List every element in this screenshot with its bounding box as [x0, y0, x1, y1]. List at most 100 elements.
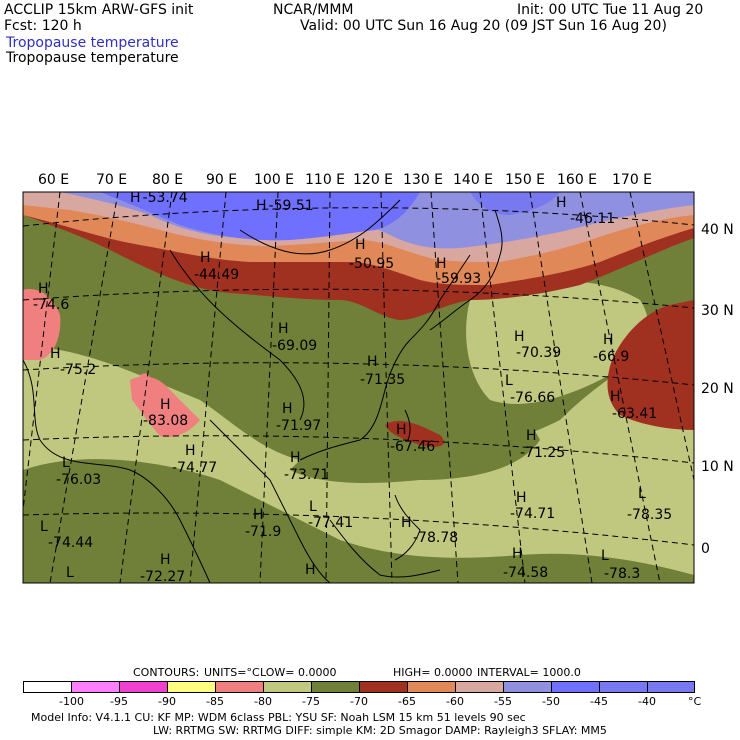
- lat-label: 40 N: [701, 222, 734, 238]
- grid-line: [579, 192, 661, 583]
- colorbar-swatch: [311, 681, 360, 693]
- grid-line: [529, 192, 593, 583]
- model-info-line1: Model Info: V4.1.1 CU: KF MP: WDM 6class…: [31, 711, 526, 724]
- grid-line: [23, 362, 694, 386]
- field-minus80: [23, 289, 61, 360]
- colorbar-swatch: [359, 681, 408, 693]
- extreme-label: H: [305, 562, 316, 578]
- contours-label: CONTOURS:: [133, 666, 200, 679]
- extreme-value: -77.41: [308, 515, 354, 531]
- model-title: ACCLIP 15km ARW-GFS init: [4, 2, 194, 18]
- field-minus75: [466, 281, 648, 404]
- colorbar-swatch: [455, 681, 504, 693]
- field-title-color: Tropopause temperature: [6, 35, 179, 51]
- grid-line: [629, 192, 694, 481]
- extreme-label: H: [185, 443, 196, 459]
- extreme-value: -71.35: [360, 372, 406, 388]
- extreme-value: -46.11: [570, 211, 616, 227]
- colorbar-tick: -50: [542, 695, 560, 708]
- extreme-label: H: [50, 346, 61, 362]
- field-minus65: [607, 300, 694, 430]
- colorbar-swatch: [551, 681, 600, 693]
- extreme-value: -71.9: [245, 524, 282, 540]
- colorbar-tick: -95: [110, 695, 128, 708]
- coastline: [299, 254, 471, 461]
- colorbar-tick: -40: [638, 695, 656, 708]
- extreme-value: -76.03: [56, 472, 102, 488]
- lat-label: 10 N: [701, 459, 734, 475]
- extreme-label: L: [309, 499, 317, 515]
- extreme-label: L: [40, 519, 48, 535]
- extreme-label: H: [396, 422, 407, 438]
- colorbar-tick: -45: [590, 695, 608, 708]
- graticule: [23, 192, 694, 583]
- model-info-line2: LW: RRTMG SW: RRTMG DIFF: simple KM: 2D …: [153, 724, 607, 737]
- extreme-label: H: [290, 450, 301, 466]
- field-minus40: [470, 192, 560, 215]
- grid-line: [23, 288, 694, 309]
- forecast-hour: Fcst: 120 h: [4, 18, 82, 34]
- extreme-label: H: [516, 490, 527, 506]
- lon-label: 170 E: [612, 172, 653, 188]
- extreme-label: H: [401, 515, 412, 531]
- init-time: Init: 00 UTC Tue 11 Aug 20: [517, 2, 704, 18]
- extreme-label: H: [253, 507, 264, 523]
- colorbar-swatch: [407, 681, 456, 693]
- extreme-value: -72.27: [140, 569, 186, 585]
- colorbar-tick: -80: [254, 695, 272, 708]
- contours-units: UNITS=°C: [204, 666, 260, 679]
- extreme-value: -74.71: [510, 506, 556, 522]
- grid-line: [380, 192, 393, 583]
- extreme-label: H: [278, 321, 289, 337]
- colorbar-unit: °C: [688, 695, 702, 708]
- grid-line: [49, 192, 119, 583]
- extreme-value: -67.46: [390, 439, 436, 455]
- grid-line: [119, 192, 173, 583]
- colorbar-tick: -60: [446, 695, 464, 708]
- colorbar-tick: -70: [350, 695, 368, 708]
- extreme-label: H: [282, 401, 293, 417]
- contours-low: LOW= 0.0000: [260, 666, 337, 679]
- contours-interval: INTERVAL= 1000.0: [477, 666, 581, 679]
- colorbar-tick: -100: [59, 695, 84, 708]
- extreme-value: -74.77: [172, 460, 218, 476]
- extreme-label: H: [526, 428, 537, 444]
- extreme-label: H: [436, 256, 447, 272]
- coastline: [23, 359, 211, 583]
- border: [239, 199, 401, 255]
- extreme-value: -69.09: [272, 338, 318, 354]
- extreme-label: L: [601, 548, 609, 564]
- extreme-value: -83.08: [143, 413, 189, 429]
- field-minus70: [23, 459, 694, 583]
- coastline: [329, 519, 441, 578]
- extreme-label: H: [556, 195, 567, 211]
- extreme-label: H: [512, 546, 523, 562]
- extreme-value: -75.2: [60, 362, 97, 378]
- lon-label: 130 E: [403, 172, 444, 188]
- contours-high: HIGH= 0.0000: [393, 666, 473, 679]
- coastline: [404, 409, 411, 441]
- map-frame: [22, 191, 695, 584]
- extreme-value: -74.6: [33, 297, 70, 313]
- org-label: NCAR/MMM: [273, 2, 354, 18]
- grid-line: [23, 435, 694, 464]
- colorbar-tick: -65: [398, 695, 416, 708]
- valid-time: Valid: 00 UTC Sun 16 Aug 20 (09 JST Sun …: [300, 18, 667, 34]
- colorbar-swatch: [599, 681, 648, 693]
- colorbar-tick: -85: [206, 695, 224, 708]
- coastlines: [23, 199, 503, 583]
- extreme-value: -78.78: [413, 530, 459, 546]
- lon-label: 150 E: [505, 172, 546, 188]
- field-minus65: [385, 420, 444, 447]
- extreme-value: -74.58: [503, 565, 549, 581]
- coastline: [429, 209, 503, 331]
- colorbar-swatch: [167, 681, 216, 693]
- extreme-label: L: [66, 565, 74, 581]
- extreme-value: -78.3: [604, 566, 641, 582]
- lon-label: 120 E: [353, 172, 394, 188]
- grid-line: [23, 192, 61, 511]
- lon-label: 90 E: [206, 172, 238, 188]
- grid-line: [23, 512, 694, 546]
- grid-line: [430, 192, 459, 583]
